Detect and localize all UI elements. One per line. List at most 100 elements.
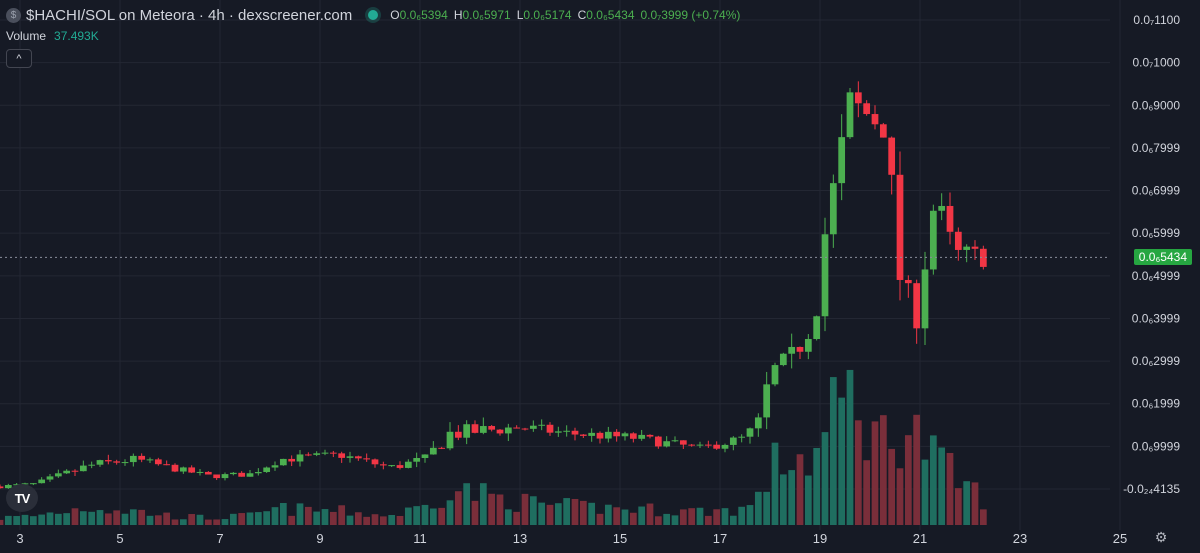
time-tick-label: 5	[116, 531, 123, 546]
volume-bar	[954, 488, 962, 525]
volume-bar	[663, 513, 671, 525]
candle-body	[904, 279, 912, 284]
chart-grid	[0, 0, 1121, 530]
open-value: O0.0₆5394	[390, 8, 448, 22]
candle-body	[938, 205, 946, 211]
candle-body	[104, 460, 112, 462]
candle-body	[0, 486, 4, 489]
volume-bar	[904, 435, 912, 525]
candle-body	[488, 426, 496, 430]
candle-body	[529, 425, 537, 429]
volume-bar	[729, 515, 737, 525]
volume-bar	[379, 516, 387, 525]
volume-bar	[246, 512, 254, 525]
candle-body	[813, 316, 821, 339]
candle-body	[613, 431, 621, 437]
candle-body	[496, 429, 504, 434]
volume-value: 37.493K	[54, 29, 99, 43]
candle-body	[21, 483, 29, 485]
candle-body	[363, 458, 371, 460]
time-tick-label: 19	[813, 531, 827, 546]
open-label: O	[390, 8, 400, 22]
price-tick-label: 0.0₆9000	[1132, 98, 1181, 112]
candle-body	[296, 454, 304, 462]
volume-bar	[63, 513, 71, 525]
volume-bar	[804, 475, 812, 525]
candle-body	[171, 464, 179, 472]
volume-bar	[146, 515, 154, 525]
candle-body	[929, 210, 937, 270]
volume-bar	[0, 519, 4, 525]
candle-body	[4, 485, 12, 489]
time-tick-label: 9	[316, 531, 323, 546]
volume-bar	[163, 512, 171, 525]
collapse-legend-button[interactable]: ^	[6, 49, 32, 68]
candle-body	[221, 474, 229, 479]
candle-body	[679, 440, 687, 445]
candle-body	[346, 456, 354, 458]
candle-body	[963, 246, 971, 250]
volume-bar	[671, 515, 679, 525]
volume-bar	[613, 507, 621, 525]
candle-body	[738, 436, 746, 438]
candle-body	[563, 430, 571, 432]
price-tick-label: 0.0₆4999	[1132, 269, 1181, 283]
candle-body	[129, 455, 137, 463]
volume-bar	[504, 509, 512, 525]
volume-bar	[496, 494, 504, 525]
volume-bar	[463, 483, 471, 525]
volume-bar	[638, 506, 646, 525]
candle-body	[846, 92, 854, 138]
volume-bar	[938, 447, 946, 525]
tradingview-logo[interactable]: TV	[6, 484, 38, 512]
volume-bar	[104, 513, 112, 525]
candle-body	[821, 234, 829, 317]
volume-bar	[546, 504, 554, 525]
volume-bar	[646, 503, 654, 525]
volume-bar	[838, 397, 846, 525]
candle-body	[354, 456, 362, 459]
candle-body	[646, 434, 654, 437]
volume-bar	[154, 515, 162, 525]
candle-body	[238, 472, 246, 477]
volume-bar	[788, 470, 796, 525]
candle-body	[213, 474, 221, 479]
gear-icon[interactable]: ⚙	[1154, 529, 1168, 545]
volume-bar	[454, 491, 462, 525]
volume-bar	[329, 511, 337, 525]
close-label: C	[577, 8, 587, 22]
volume-bar	[888, 448, 896, 525]
volume-bar	[263, 511, 271, 525]
volume-bar	[229, 513, 237, 525]
volume-bar	[813, 447, 821, 525]
volume-bar	[588, 502, 596, 525]
candle-body	[763, 384, 771, 418]
candle-body	[329, 452, 337, 454]
candle-body	[371, 459, 379, 465]
volume-bar	[121, 513, 129, 525]
volume-bar	[971, 482, 979, 525]
price-tick-label: 0.0₆2999	[1132, 354, 1181, 368]
candle-body	[71, 470, 79, 472]
candle-body	[396, 465, 404, 468]
price-tick-label: 0.0₇1100	[1133, 13, 1180, 27]
candle-body	[29, 483, 37, 485]
time-tick-label: 3	[16, 531, 23, 546]
volume-bar	[413, 506, 421, 525]
candle-body	[863, 103, 871, 115]
candle-body	[463, 424, 471, 438]
candle-body	[804, 338, 812, 352]
volume-bar	[179, 519, 187, 525]
volume-bar	[929, 435, 937, 525]
candle-body	[446, 431, 454, 449]
volume-bar	[796, 454, 804, 525]
volume-bar	[79, 511, 87, 525]
volume-bar	[321, 509, 329, 525]
candle-body	[554, 431, 562, 433]
volume-bar	[288, 515, 296, 525]
candle-body	[96, 460, 104, 465]
volume-bar	[529, 496, 537, 525]
time-tick-label: 13	[513, 531, 527, 546]
volume-bar	[963, 481, 971, 525]
